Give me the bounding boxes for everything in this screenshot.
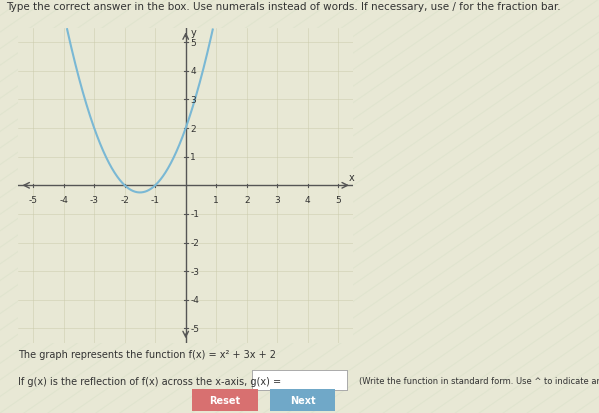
Text: Type the correct answer in the box. Use numerals instead of words. If necessary,: Type the correct answer in the box. Use … [6,2,561,12]
Text: 1: 1 [213,196,219,205]
Text: 2: 2 [190,124,196,133]
Text: -5: -5 [29,196,38,205]
Text: (Write the function in standard form. Use ^ to indicate an exponent.): (Write the function in standard form. Us… [359,376,599,385]
Text: Next: Next [290,395,315,405]
Text: -4: -4 [190,295,199,304]
Text: 3: 3 [190,96,196,105]
Text: -4: -4 [59,196,68,205]
Text: -2: -2 [120,196,129,205]
Text: -2: -2 [190,238,199,247]
Text: 4: 4 [305,196,310,205]
Text: 5: 5 [335,196,341,205]
Text: 1: 1 [190,153,196,162]
Text: 5: 5 [190,39,196,47]
Text: -5: -5 [190,324,199,333]
Text: Reset: Reset [209,395,240,405]
FancyBboxPatch shape [192,391,258,410]
Text: -3: -3 [190,267,199,276]
Text: The graph represents the function f(x) = x² + 3x + 2: The graph represents the function f(x) =… [18,349,276,359]
Text: -1: -1 [190,210,199,219]
Text: 3: 3 [274,196,280,205]
Text: 4: 4 [190,67,196,76]
Text: -3: -3 [90,196,99,205]
FancyBboxPatch shape [270,391,335,410]
Text: -1: -1 [151,196,160,205]
Text: If g(x) is the reflection of f(x) across the x-axis, g(x) =: If g(x) is the reflection of f(x) across… [18,376,281,386]
Text: 2: 2 [244,196,250,205]
Text: y: y [191,28,197,38]
Text: x: x [349,173,355,183]
